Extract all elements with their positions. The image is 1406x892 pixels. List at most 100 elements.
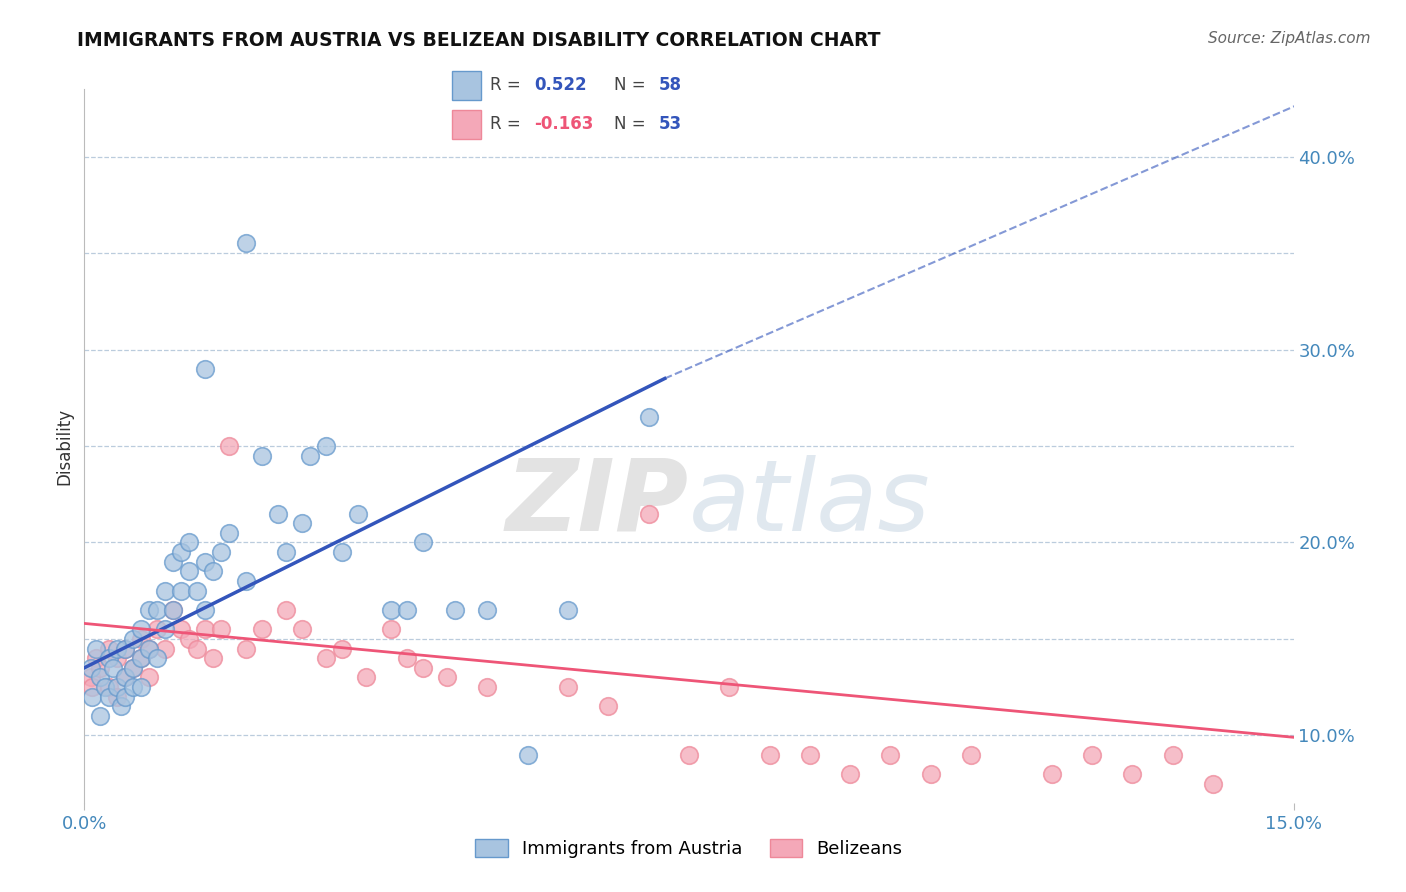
Point <box>250 449 273 463</box>
Point <box>129 632 152 646</box>
Point <box>274 603 297 617</box>
Point <box>380 603 402 617</box>
Point <box>121 632 143 646</box>
Point <box>170 545 193 559</box>
Legend: Immigrants from Austria, Belizeans: Immigrants from Austria, Belizeans <box>468 831 910 865</box>
Point <box>97 680 120 694</box>
Point <box>250 622 273 636</box>
Point <box>444 603 467 617</box>
Point <box>110 699 132 714</box>
Point <box>920 767 942 781</box>
Point <box>138 641 160 656</box>
Point <box>299 449 322 463</box>
Point <box>235 641 257 656</box>
Point <box>179 535 201 549</box>
Point <box>235 574 257 588</box>
Point <box>114 670 136 684</box>
Point <box>86 651 108 665</box>
Point <box>194 622 217 636</box>
Point <box>839 767 862 781</box>
Point <box>86 641 108 656</box>
Point <box>114 641 136 656</box>
Point <box>101 661 124 675</box>
Point <box>186 583 208 598</box>
Point <box>153 583 176 598</box>
Text: IMMIGRANTS FROM AUSTRIA VS BELIZEAN DISABILITY CORRELATION CHART: IMMIGRANTS FROM AUSTRIA VS BELIZEAN DISA… <box>77 31 880 50</box>
Point <box>89 661 111 675</box>
Point <box>179 565 201 579</box>
Point <box>170 622 193 636</box>
Point <box>202 565 225 579</box>
Point <box>1081 747 1104 762</box>
Point <box>395 603 418 617</box>
Point <box>799 747 821 762</box>
Point <box>1040 767 1063 781</box>
Point <box>1202 776 1225 790</box>
Point <box>516 747 538 762</box>
Point <box>162 603 184 617</box>
Point <box>97 651 120 665</box>
Point <box>170 583 193 598</box>
Point <box>330 545 353 559</box>
Point <box>412 661 434 675</box>
FancyBboxPatch shape <box>451 110 481 139</box>
Point <box>194 555 217 569</box>
Point <box>194 603 217 617</box>
Point <box>105 641 128 656</box>
Point <box>330 641 353 656</box>
Point <box>114 641 136 656</box>
Point <box>114 690 136 704</box>
Point <box>209 545 232 559</box>
Point <box>347 507 370 521</box>
Point <box>121 661 143 675</box>
Point <box>97 641 120 656</box>
Point <box>89 709 111 723</box>
Point <box>960 747 983 762</box>
Point <box>105 651 128 665</box>
Point <box>202 651 225 665</box>
Point <box>129 680 152 694</box>
Point <box>121 661 143 675</box>
FancyBboxPatch shape <box>451 71 481 100</box>
Text: -0.163: -0.163 <box>534 115 593 133</box>
Text: Source: ZipAtlas.com: Source: ZipAtlas.com <box>1208 31 1371 46</box>
Text: N =: N = <box>614 115 651 133</box>
Point <box>129 651 152 665</box>
Text: 58: 58 <box>658 77 682 95</box>
Point <box>138 641 160 656</box>
Text: atlas: atlas <box>689 455 931 551</box>
Point <box>93 680 115 694</box>
Point <box>121 680 143 694</box>
Point <box>153 622 176 636</box>
Point <box>380 622 402 636</box>
Point <box>186 641 208 656</box>
Point <box>598 699 620 714</box>
Point <box>80 661 103 675</box>
Text: 0.522: 0.522 <box>534 77 588 95</box>
Point <box>114 670 136 684</box>
Point <box>194 362 217 376</box>
Point <box>477 680 499 694</box>
Point <box>105 680 128 694</box>
Point <box>477 603 499 617</box>
Point <box>758 747 780 762</box>
Point <box>138 670 160 684</box>
Point <box>637 410 659 425</box>
Point <box>678 747 700 762</box>
Point <box>395 651 418 665</box>
Point <box>129 651 152 665</box>
Point <box>129 622 152 636</box>
Point <box>879 747 901 762</box>
Point <box>218 525 240 540</box>
Point <box>1121 767 1143 781</box>
Text: 53: 53 <box>658 115 682 133</box>
Point <box>412 535 434 549</box>
Point <box>218 439 240 453</box>
Point <box>356 670 378 684</box>
Point <box>89 670 111 684</box>
Point <box>267 507 290 521</box>
Y-axis label: Disability: Disability <box>55 408 73 484</box>
Point <box>105 690 128 704</box>
Point <box>291 622 314 636</box>
Point <box>235 236 257 251</box>
